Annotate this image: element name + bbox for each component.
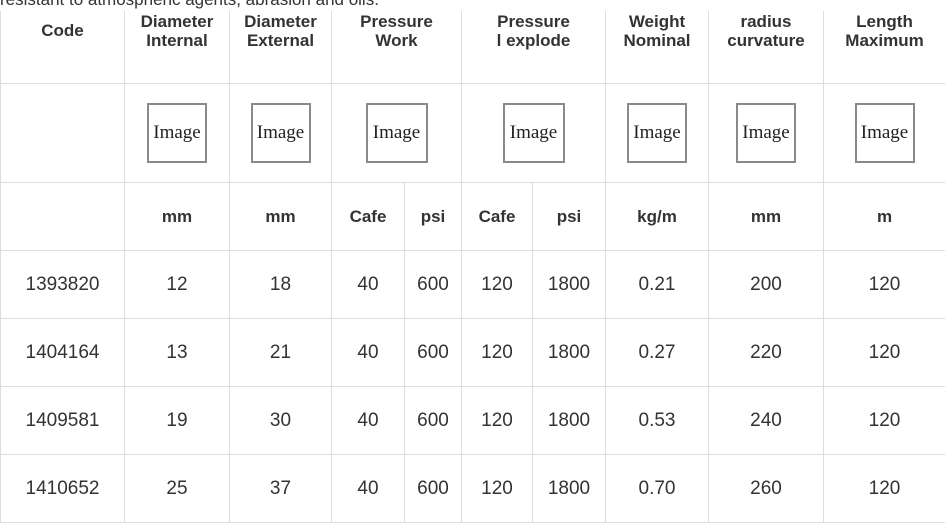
header-pressure-work-line1: Pressure — [332, 12, 461, 31]
header-pressure-explode: Pressure l explode — [462, 11, 606, 84]
table-cell-code: 1410652 — [1, 455, 125, 523]
header-diameter-external-line2: External — [230, 31, 331, 50]
image-cell: Image — [462, 84, 606, 183]
broken-image-icon: Image — [503, 103, 565, 163]
header-diameter-external: Diameter External — [230, 11, 332, 84]
table-cell: 220 — [709, 319, 824, 387]
header-pressure-explode-line1: Pressure — [462, 12, 605, 31]
broken-image-icon: Image — [251, 103, 311, 163]
table-cell: 600 — [405, 319, 462, 387]
table-cell: 40 — [332, 387, 405, 455]
table-cell: 600 — [405, 387, 462, 455]
table-cell: 120 — [462, 455, 533, 523]
table-cell: 120 — [462, 387, 533, 455]
header-radius-curvature: radius curvature — [709, 11, 824, 84]
table-cell: 18 — [230, 251, 332, 319]
table-cell: 120 — [462, 319, 533, 387]
unit-cell: Cafe — [332, 183, 405, 251]
intro-text: resistant to atmospheric agents, abrasio… — [0, 0, 945, 11]
header-weight-nominal: Weight Nominal — [606, 11, 709, 84]
image-cell: Image — [824, 84, 945, 183]
header-diameter-internal-line2: Internal — [125, 31, 229, 50]
header-row: Code Diameter Internal Diameter External… — [1, 11, 945, 84]
image-cell: Image — [606, 84, 709, 183]
table-cell: 1800 — [533, 387, 606, 455]
table-cell: 120 — [824, 319, 945, 387]
table-cell: 240 — [709, 387, 824, 455]
broken-image-icon: Image — [855, 103, 915, 163]
image-cell-empty — [1, 84, 125, 183]
table-cell: 120 — [824, 455, 945, 523]
table-cell-code: 1409581 — [1, 387, 125, 455]
table-cell: 40 — [332, 319, 405, 387]
broken-image-icon: Image — [147, 103, 207, 163]
header-length-maximum-line2: Maximum — [824, 31, 945, 50]
table-row: 1393820 12 18 40 600 120 1800 0.21 200 1… — [1, 251, 945, 319]
unit-cell: m — [824, 183, 945, 251]
table-cell: 600 — [405, 455, 462, 523]
table-cell-code: 1404164 — [1, 319, 125, 387]
unit-cell: kg/m — [606, 183, 709, 251]
header-weight-nominal-line2: Nominal — [606, 31, 708, 50]
table-row: 1404164 13 21 40 600 120 1800 0.27 220 1… — [1, 319, 945, 387]
table-cell: 37 — [230, 455, 332, 523]
table-cell: 0.21 — [606, 251, 709, 319]
table-cell: 1800 — [533, 251, 606, 319]
table-cell: 19 — [125, 387, 230, 455]
broken-image-icon: Image — [366, 103, 428, 163]
unit-cell: psi — [405, 183, 462, 251]
header-diameter-external-line1: Diameter — [230, 12, 331, 31]
broken-image-icon: Image — [736, 103, 796, 163]
unit-cell: psi — [533, 183, 606, 251]
table-cell: 40 — [332, 455, 405, 523]
table-cell: 120 — [824, 251, 945, 319]
header-weight-nominal-line1: Weight — [606, 12, 708, 31]
hose-spec-table: Code Diameter Internal Diameter External… — [0, 11, 945, 523]
table-cell: 120 — [462, 251, 533, 319]
image-row: Image Image Image Image Image Image Imag… — [1, 84, 945, 183]
table-cell: 21 — [230, 319, 332, 387]
table-cell: 260 — [709, 455, 824, 523]
unit-cell: mm — [125, 183, 230, 251]
image-cell: Image — [230, 84, 332, 183]
table-cell: 120 — [824, 387, 945, 455]
header-radius-curvature-line2: curvature — [709, 31, 823, 50]
table-cell: 40 — [332, 251, 405, 319]
table-cell: 0.27 — [606, 319, 709, 387]
header-pressure-explode-line2: l explode — [462, 31, 605, 50]
image-cell: Image — [332, 84, 462, 183]
unit-cell: Cafe — [462, 183, 533, 251]
table-cell: 0.53 — [606, 387, 709, 455]
table-cell: 25 — [125, 455, 230, 523]
header-code-label: Code — [1, 21, 124, 40]
unit-cell: mm — [709, 183, 824, 251]
header-code: Code — [1, 11, 125, 84]
unit-cell — [1, 183, 125, 251]
table-row: 1409581 19 30 40 600 120 1800 0.53 240 1… — [1, 387, 945, 455]
header-length-maximum-line1: Length — [824, 12, 945, 31]
header-radius-curvature-line1: radius — [709, 12, 823, 31]
table-cell: 30 — [230, 387, 332, 455]
image-cell: Image — [709, 84, 824, 183]
unit-cell: mm — [230, 183, 332, 251]
header-pressure-work: Pressure Work — [332, 11, 462, 84]
broken-image-icon: Image — [627, 103, 687, 163]
header-diameter-internal: Diameter Internal — [125, 11, 230, 84]
table-cell: 1800 — [533, 455, 606, 523]
table-cell: 12 — [125, 251, 230, 319]
units-row: mm mm Cafe psi Cafe psi kg/m mm m — [1, 183, 945, 251]
table-cell: 600 — [405, 251, 462, 319]
header-diameter-internal-line1: Diameter — [125, 12, 229, 31]
header-length-maximum: Length Maximum — [824, 11, 945, 84]
table-cell: 13 — [125, 319, 230, 387]
table-cell: 200 — [709, 251, 824, 319]
table-row: 1410652 25 37 40 600 120 1800 0.70 260 1… — [1, 455, 945, 523]
table-cell-code: 1393820 — [1, 251, 125, 319]
image-cell: Image — [125, 84, 230, 183]
header-pressure-work-line2: Work — [332, 31, 461, 50]
table-cell: 1800 — [533, 319, 606, 387]
table-cell: 0.70 — [606, 455, 709, 523]
